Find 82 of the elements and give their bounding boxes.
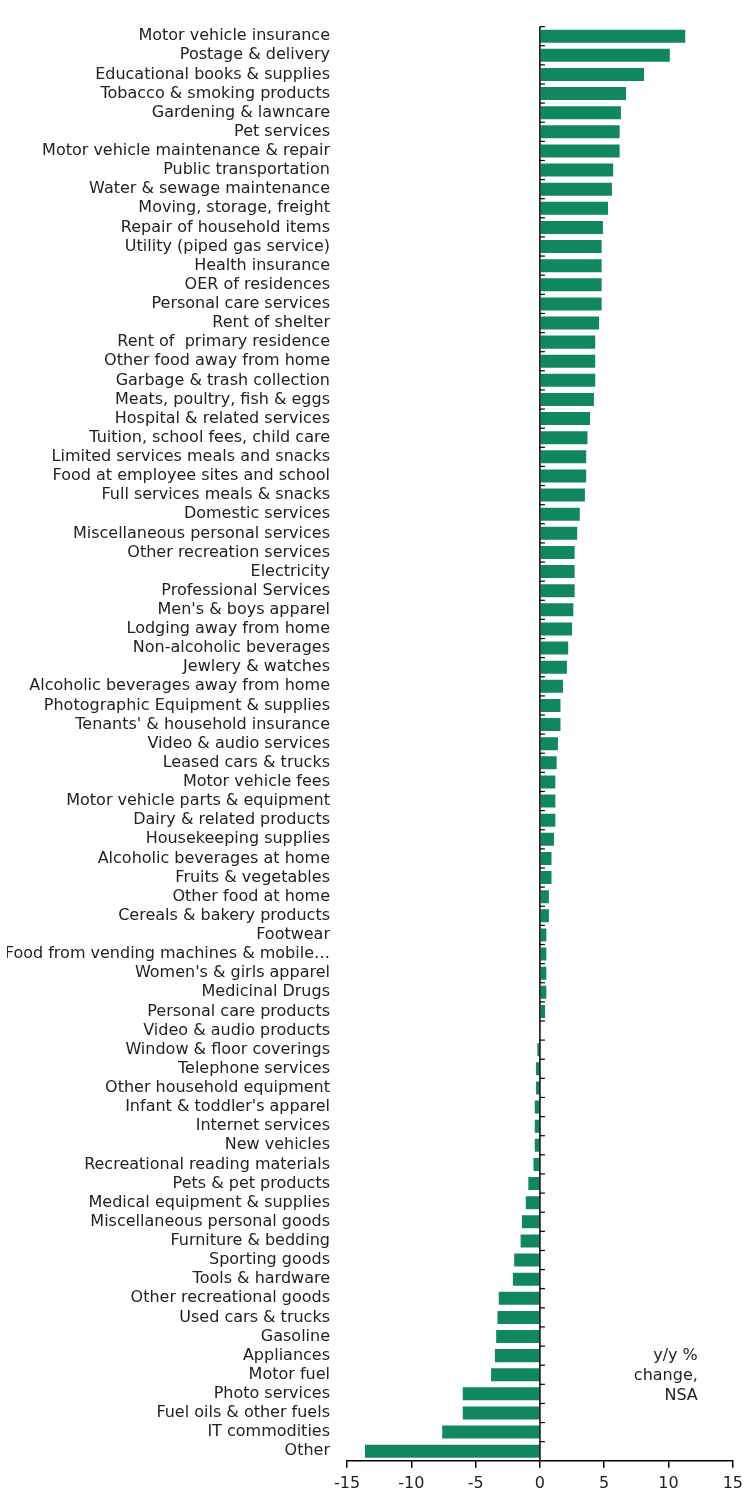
y-tick-label: Appliances [242,1344,330,1364]
y-tick-label: Housekeeping supplies [145,828,330,848]
y-tick-label: Medical equipment & supplies [88,1191,330,1211]
y-tick-label: Tenants' & household insurance [74,713,330,733]
y-tick-label: New vehicles [224,1134,330,1154]
y-tick-label: Public transportation [163,159,330,179]
y-tick-label: Dairy & related products [133,809,330,829]
y-tick-label: Personal care products [147,1000,330,1020]
y-tick-label: Professional Services [161,579,330,599]
y-tick-label: Jewlery & watches [182,656,330,676]
y-tick-label: Photo services [213,1383,330,1403]
y-tick-label: Electricity [250,560,330,580]
y-tick-label: Fuel oils & other fuels [156,1402,330,1422]
y-tick-label: Other recreational goods [130,1287,330,1307]
y-tick-label: Men's & boys apparel [157,599,330,618]
y-tick-label: Women's & girls apparel [134,962,330,982]
y-tick-label: Photographic Equipment & supplies [43,694,330,714]
y-tick-label: Food at employee sites and school [52,465,330,485]
y-tick-label: Pet services [234,120,330,140]
y-tick-label: Gasoline [260,1325,330,1345]
y-tick-label: Educational books & supplies [95,63,330,83]
annotation: y/y % change, NSA [633,1344,698,1404]
y-tick-label: Personal care services [151,293,330,313]
y-tick-label: Fruits & vegetables [175,866,330,886]
y-tick-label: Garbage & trash collection [115,369,330,389]
y-tick-label: Other household equipment [105,1077,330,1097]
x-tick-label: -10 [398,1472,425,1492]
x-tick-label: -5 [467,1472,484,1492]
x-tick-label: 15 [722,1472,743,1492]
y-tick-label: Sporting goods [208,1249,330,1269]
y-tick-label: Used cars & trucks [179,1306,330,1326]
y-tick-label: Motor vehicle maintenance & repair [42,140,331,160]
y-tick-label: Full services meals & snacks [101,484,330,504]
y-tick-label: Lodging away from home [126,618,330,638]
y-tick-label: Miscellaneous personal goods [90,1210,330,1230]
y-tick-label: Infant & toddler's apparel [125,1096,330,1116]
x-tick-label: 10 [658,1472,679,1492]
y-tick-label: Internet services [195,1115,330,1135]
y-tick-label: Alcoholic beverages away from home [29,675,330,695]
y-tick-label: Motor vehicle fees [182,771,330,791]
y-tick-label: Tobacco & smoking products [99,82,330,102]
y-tick-label: Rent of shelter [212,312,331,332]
y-tick-label: Domestic services [183,503,330,523]
x-tick-label: 5 [599,1472,610,1492]
y-tick-label: Postage & delivery [179,44,330,64]
y-tick-label: Repair of household items [120,216,330,236]
y-tick-label: Other food at home [172,885,330,905]
y-tick-label: Miscellaneous personal services [72,522,330,542]
y-tick-label: Limited services meals and snacks [51,446,330,466]
y-tick-label: Water & sewage maintenance [89,178,330,198]
y-tick-label: Moving, storage, freight [138,197,330,217]
y-tick-label: OER of residences [184,273,330,293]
y-tick-label: Other recreation services [127,541,330,561]
y-tick-label: Video & audio services [147,732,330,752]
y-tick-label: Meats, poultry, fish & eggs [115,388,330,408]
y-tick-label: Footwear [256,924,331,944]
y-tick-label: Window & floor coverings [125,1038,330,1058]
y-tick-label: Leased cars & trucks [162,751,330,771]
y-tick-label: Motor vehicle insurance [138,25,330,45]
y-tick-label: Medicinal Drugs [201,981,330,1001]
y-tick-label: Pets & pet products [172,1172,330,1192]
y-tick-label: Cereals & bakery products [118,904,330,924]
y-tick-label: Tools & hardware [191,1268,330,1288]
y-tick-label: Other [284,1440,331,1460]
y-tick-label: Tuition, school fees, child care [88,426,330,446]
y-tick-label: Rent of primary residence [117,331,330,351]
y-tick-label: Hospital & related services [114,407,330,427]
y-tick-label: Utility (piped gas service) [124,235,330,255]
y-tick-label: Telephone services [177,1057,330,1077]
y-tick-label: Furniture & bedding [170,1230,330,1250]
y-tick-label: Non-alcoholic beverages [132,637,330,657]
y-tick-label: Motor vehicle parts & equipment [66,790,330,810]
y-tick-label: Alcoholic beverages at home [97,847,330,867]
y-tick-label: Other food away from home [104,350,330,370]
y-tick-label: Recreational reading materials [84,1153,330,1173]
x-tick-label: 0 [534,1472,545,1492]
y-tick-label: Motor fuel [248,1363,330,1383]
y-tick-label: Health insurance [194,254,330,274]
x-tick-label: -15 [333,1472,361,1492]
y-tick-label: IT commodities [207,1421,330,1441]
y-tick-label: Gardening & lawncare [151,101,330,121]
y-tick-label: Video & audio products [143,1019,330,1039]
